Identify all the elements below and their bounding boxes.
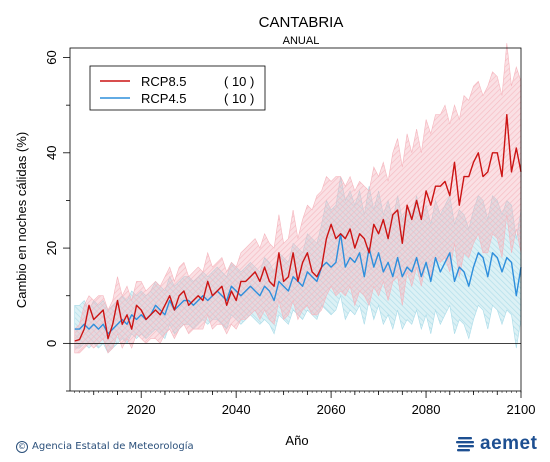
x-tick-label: 2080	[412, 402, 441, 417]
chart-subtitle: ANUAL	[283, 35, 320, 47]
y-axis: 0 20 40 60	[44, 50, 70, 392]
legend-count-rcp45: ( 10 )	[224, 91, 254, 106]
chart-title: CANTABRIA	[259, 14, 344, 31]
legend-label-rcp45: RCP4.5	[141, 91, 187, 106]
credit-text: Agencia Estatal de Meteorología	[32, 441, 194, 452]
x-tick-label: 2040	[222, 402, 251, 417]
plot-frame	[69, 47, 522, 392]
y-axis-label: Cambio en noches cálidas (%)	[14, 132, 29, 308]
aemet-logo-mark-icon	[456, 437, 474, 452]
y-tick-label: 60	[44, 50, 59, 64]
x-axis: 2020 2040 2060 2080 2100	[74, 391, 536, 417]
logo-text: aemet	[480, 433, 538, 454]
legend: RCP8.5 ( 10 ) RCP4.5 ( 10 )	[89, 65, 266, 111]
y-tick-label: 0	[44, 340, 59, 347]
footer-credit: © Agencia Estatal de Meteorología	[16, 441, 194, 453]
legend-count-rcp85: ( 10 )	[224, 74, 254, 89]
y-tick-label: 20	[44, 241, 59, 255]
x-tick-label: 2020	[127, 402, 156, 417]
plot-area	[74, 43, 522, 354]
y-tick-label: 40	[44, 146, 59, 160]
copyright-icon: ©	[16, 441, 28, 453]
series-line-rcp85	[74, 113, 522, 342]
legend-label-rcp85: RCP8.5	[141, 74, 187, 89]
legend-box	[89, 65, 266, 111]
x-tick-label: 2100	[507, 402, 536, 417]
x-axis-label: Año	[285, 433, 308, 448]
x-tick-label: 2060	[317, 402, 346, 417]
aemet-logo: aemet	[456, 432, 548, 458]
